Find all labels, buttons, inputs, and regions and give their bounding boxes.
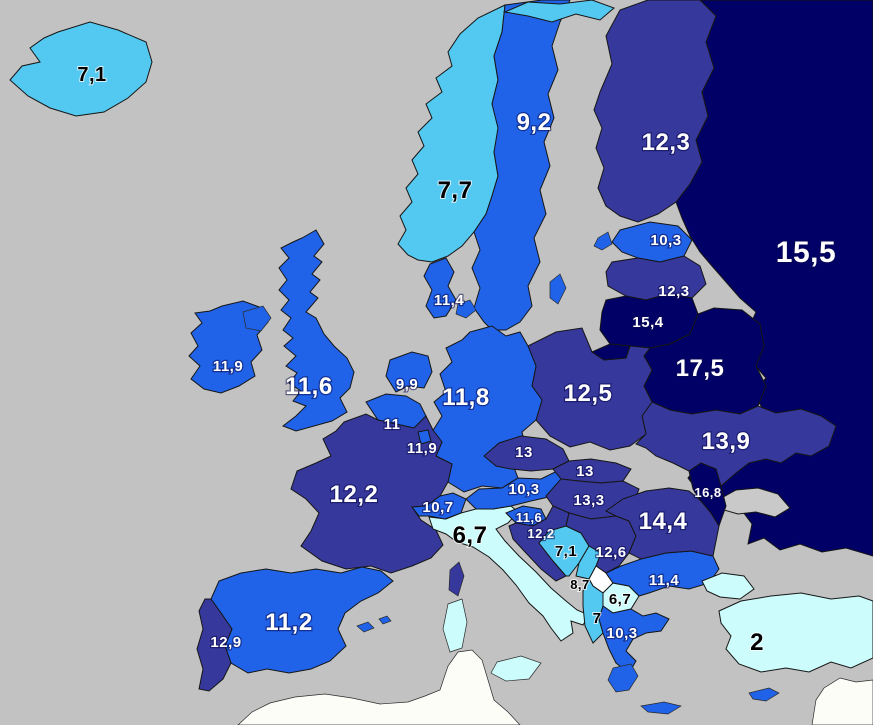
north-africa-land	[237, 649, 521, 725]
label-belarus: 17,5	[676, 355, 725, 382]
label-iceland: 7,1	[77, 64, 106, 86]
label-moldova: 16,8	[694, 485, 721, 500]
label-romania: 14,4	[639, 508, 688, 535]
label-france: 12,2	[330, 481, 379, 508]
label-macedonia: 6,7	[609, 591, 631, 608]
middle-east-land	[811, 677, 873, 725]
balearic-islands[interactable]	[356, 615, 392, 633]
label-norway: 7,7	[438, 177, 473, 204]
label-belgium: 11	[384, 416, 401, 433]
label-uk: 11,6	[285, 373, 332, 400]
label-sweden: 9,2	[517, 109, 552, 136]
country-kaliningrad[interactable]	[590, 343, 631, 361]
country-sweden[interactable]	[471, 0, 571, 331]
label-ukraine: 13,9	[702, 428, 751, 455]
country-moldova[interactable]	[688, 462, 727, 528]
label-turkey: 2	[750, 629, 764, 656]
label-albania: 7	[593, 610, 602, 627]
label-denmark: 11,4	[434, 292, 465, 309]
label-poland: 12,5	[564, 380, 613, 407]
label-ireland: 11,9	[213, 358, 243, 375]
label-germany: 11,8	[442, 384, 489, 411]
label-bulgaria: 11,4	[649, 572, 680, 589]
country-switzerland[interactable]	[411, 492, 467, 520]
label-lithuania: 15,4	[632, 314, 663, 331]
label-switzerland: 10,7	[422, 499, 453, 516]
label-spain: 11,2	[265, 609, 312, 636]
label-greece: 10,3	[606, 625, 637, 642]
label-czechia: 13	[515, 444, 533, 461]
country-ukraine[interactable]	[635, 401, 837, 487]
label-estonia: 10,3	[650, 232, 681, 249]
sardinia-island[interactable]	[442, 598, 468, 653]
country-latvia[interactable]	[605, 255, 707, 301]
country-denmark[interactable]	[423, 257, 457, 319]
label-russia: 15,5	[776, 236, 836, 269]
saaremaa-island[interactable]	[593, 231, 613, 251]
country-turkey-thrace[interactable]	[701, 572, 755, 600]
northern-ireland[interactable]	[242, 305, 272, 332]
label-luxembourg: 11,9	[407, 440, 437, 457]
country-uk[interactable]	[278, 229, 355, 432]
country-portugal[interactable]	[196, 598, 233, 692]
country-luxembourg[interactable]	[417, 429, 432, 445]
label-austria: 10,3	[508, 481, 539, 498]
denmark-islands[interactable]	[455, 299, 477, 319]
country-greece[interactable]	[598, 605, 670, 674]
label-italy: 6,7	[453, 522, 488, 549]
peloponnese[interactable]	[607, 663, 639, 693]
country-netherlands[interactable]	[385, 351, 433, 393]
country-cyprus[interactable]	[748, 687, 780, 702]
crimea-no-data[interactable]	[717, 487, 791, 518]
label-slovakia: 13	[576, 463, 594, 480]
label-slovenia: 11,6	[516, 510, 543, 525]
country-finland[interactable]	[593, 0, 717, 223]
country-turkey[interactable]	[718, 592, 873, 673]
label-serbia: 12,6	[595, 544, 626, 561]
country-norway-finnmark[interactable]	[503, 0, 615, 23]
country-france[interactable]	[290, 413, 453, 574]
crete-island[interactable]	[640, 701, 682, 715]
label-finland: 12,3	[642, 129, 691, 156]
label-portugal: 12,9	[210, 634, 241, 651]
corsica-island[interactable]	[448, 561, 465, 597]
label-montenegro: 8,7	[570, 577, 590, 592]
label-hungary: 13,3	[573, 492, 604, 509]
label-netherlands: 9,9	[396, 376, 418, 393]
label-latvia: 12,3	[658, 283, 689, 300]
label-croatia: 12,2	[527, 526, 554, 541]
label-bosnia: 7,1	[555, 543, 577, 560]
country-iceland[interactable]	[9, 21, 153, 117]
sicily-island[interactable]	[490, 655, 542, 682]
country-romania[interactable]	[605, 487, 720, 560]
gotland-island[interactable]	[549, 273, 567, 305]
country-labels: 7,1 7,7 9,2 12,3 15,5 10,3 12,3 15,4 17,…	[76, 63, 837, 657]
